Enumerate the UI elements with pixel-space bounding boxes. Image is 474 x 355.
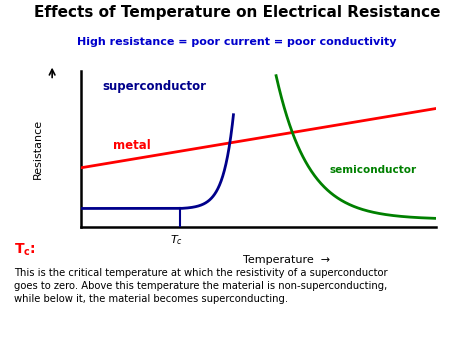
Text: $T_c$: $T_c$ [170, 234, 183, 247]
Text: superconductor: superconductor [102, 80, 206, 93]
Text: metal: metal [113, 139, 150, 152]
Text: Effects of Temperature on Electrical Resistance: Effects of Temperature on Electrical Res… [34, 5, 440, 20]
Text: High resistance = poor current = poor conductivity: High resistance = poor current = poor co… [77, 37, 397, 47]
Text: semiconductor: semiconductor [329, 164, 417, 175]
Text: $\mathbf{T_c}$:: $\mathbf{T_c}$: [14, 241, 36, 258]
Text: Resistance: Resistance [33, 119, 43, 179]
Text: This is the critical temperature at which the resistivity of a superconductor
go: This is the critical temperature at whic… [14, 268, 388, 305]
Text: Temperature  →: Temperature → [243, 255, 330, 265]
